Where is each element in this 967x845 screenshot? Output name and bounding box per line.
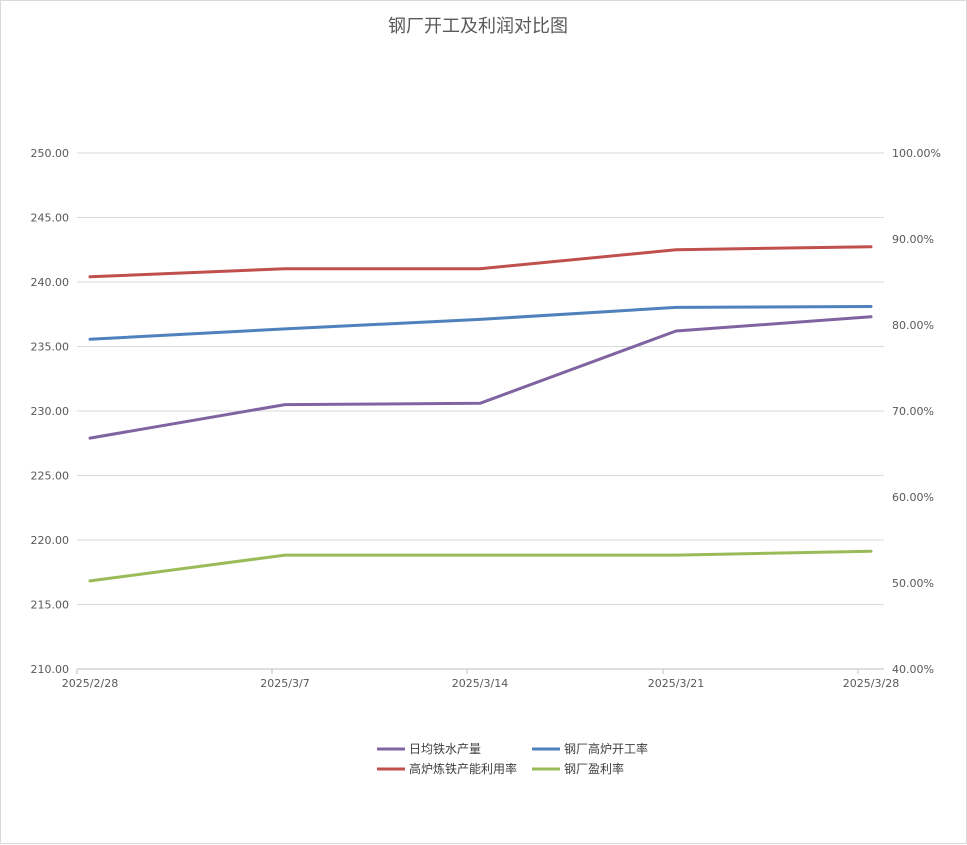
y-left-tick-label: 240.00 (31, 276, 70, 289)
legend-label-profitability-rate: 钢厂盈利率 (564, 761, 624, 776)
x-tick-label: 2025/3/28 (843, 677, 899, 690)
y-right-tick-label: 60.00% (892, 491, 934, 504)
legend-label-iron-output: 日均铁水产量 (409, 742, 481, 756)
y-left-tick-label: 250.00 (31, 147, 70, 160)
right-axis-ticks: 40.00% 50.00% 60.00% 70.00% 80.00% 90.00% 100.… (892, 147, 941, 676)
y-right-tick-label: 40.00% (892, 663, 934, 676)
chart-title: 钢厂开工及利润对比图 (388, 16, 568, 37)
y-right-tick-label: 70.00% (892, 405, 934, 418)
legend-label-blast-furnace-operating-rate: 钢厂高炉开工率 (564, 741, 648, 756)
series-line-capacity-utilization (88, 245, 873, 279)
series-line-iron-output (88, 315, 873, 440)
y-left-tick-label: 230.00 (31, 405, 70, 418)
y-left-tick-label: 220.00 (31, 534, 70, 547)
x-tick-label: 2025/3/14 (452, 677, 508, 690)
y-left-tick-label: 215.00 (31, 599, 70, 612)
gridlines (77, 152, 884, 605)
legend-label-capacity-utilization: 高炉炼铁产能利用率 (409, 761, 517, 776)
y-right-tick-label: 50.00% (892, 577, 934, 590)
series-line-profitability-rate (88, 549, 873, 583)
y-left-tick-label: 225.00 (31, 470, 70, 483)
y-right-tick-label: 80.00% (892, 319, 934, 332)
series-line-blast-furnace-operating-rate (88, 305, 873, 341)
y-left-tick-label: 235.00 (31, 341, 70, 354)
y-left-tick-label: 210.00 (31, 663, 70, 676)
y-left-tick-label: 245.00 (31, 212, 70, 225)
x-tick-label: 2025/3/7 (260, 677, 309, 690)
x-axis-ticks: 2025/2/28 2025/3/7 2025/3/14 2025/3/21 2025/… (62, 669, 899, 690)
x-tick-label: 2025/2/28 (62, 677, 118, 690)
y-right-tick-label: 100.00% (892, 147, 941, 160)
left-axis-ticks: 210.00 215.00 220.00 225.00 230.00 235.00 240.… (31, 147, 70, 676)
series-lines (88, 245, 873, 583)
x-tick-label: 2025/3/21 (648, 677, 704, 690)
y-right-tick-label: 90.00% (892, 233, 934, 246)
